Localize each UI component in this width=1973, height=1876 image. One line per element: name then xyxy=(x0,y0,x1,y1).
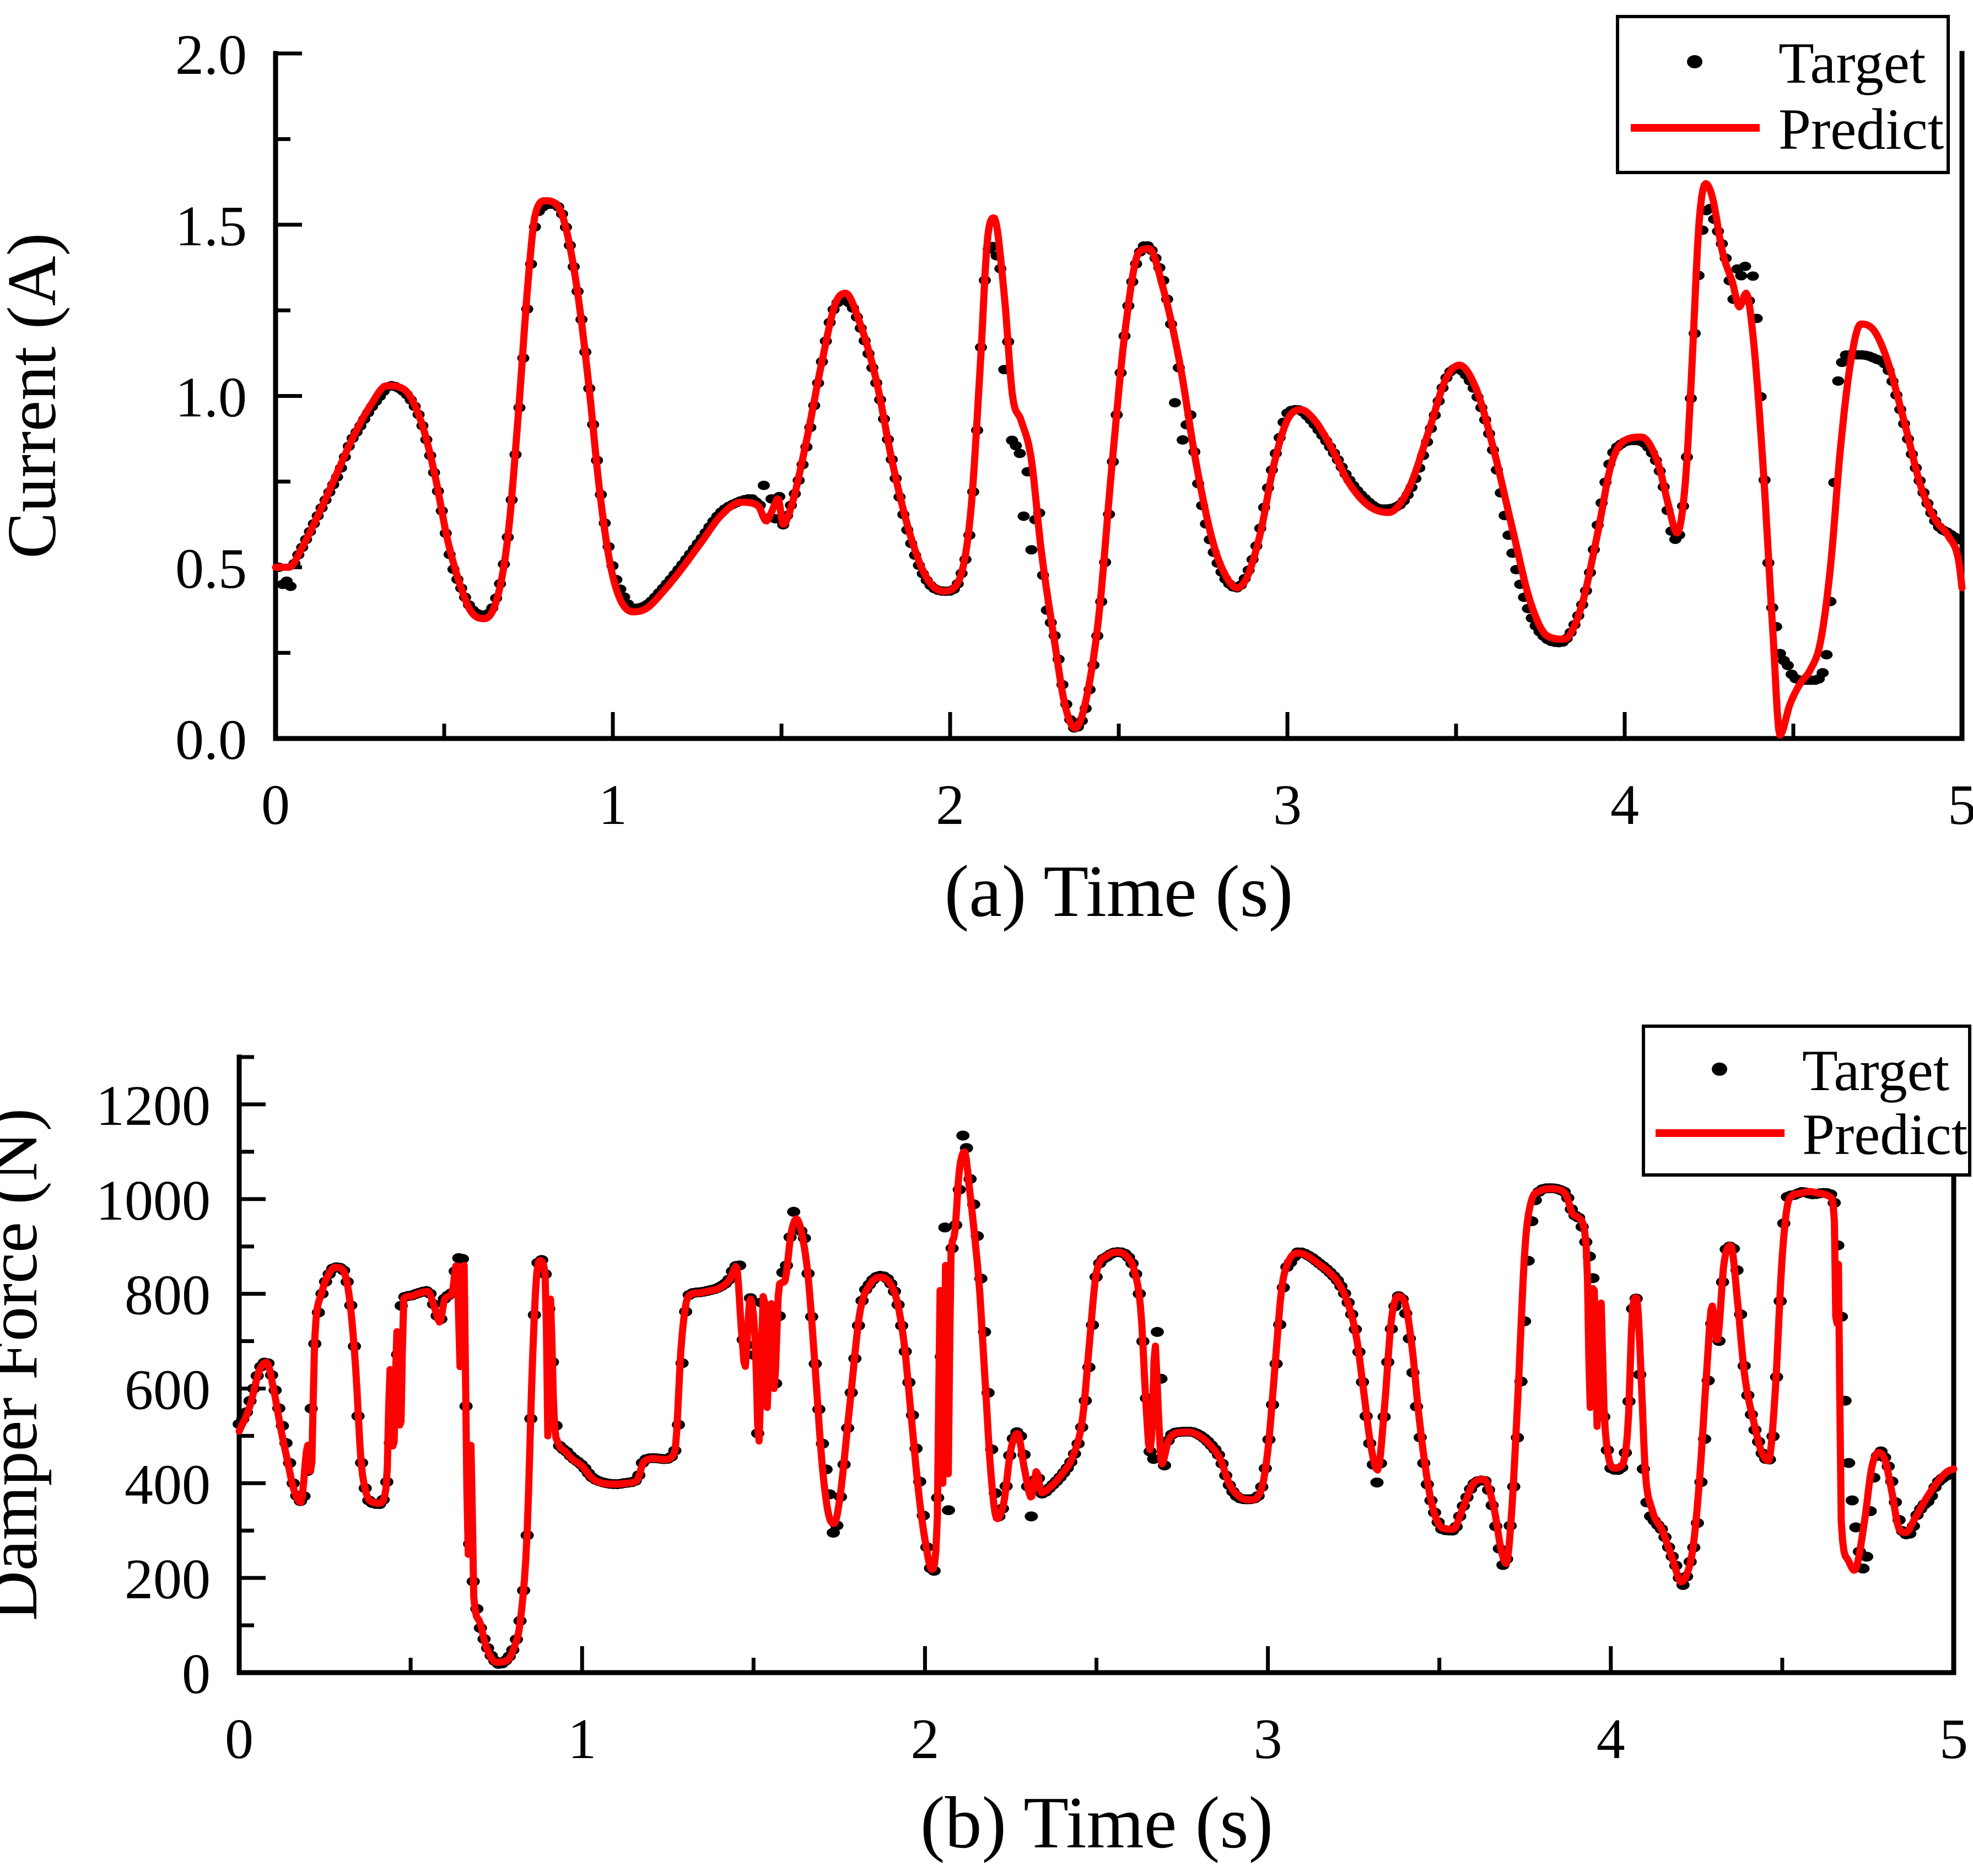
legend-predict-label: Predict xyxy=(1802,1102,1967,1167)
chart-b-y-axis-title: Damper Force (N) xyxy=(0,1108,52,1621)
y-tick-label: 400 xyxy=(125,1453,211,1516)
chart-b-caption: (b) Time (s) xyxy=(920,1782,1273,1863)
predict-line xyxy=(272,180,1966,739)
target-dot xyxy=(1820,650,1833,660)
legend-predict-label: Predict xyxy=(1778,97,1944,161)
x-tick-label: 0 xyxy=(225,1707,254,1771)
x-tick-label: 4 xyxy=(1610,773,1639,837)
target-dot xyxy=(1836,358,1848,367)
target-dot xyxy=(757,481,770,490)
y-tick-label: 1.5 xyxy=(175,195,247,258)
target-dot xyxy=(1177,435,1189,445)
target-dot xyxy=(1017,511,1030,521)
x-tick-label: 1 xyxy=(599,773,627,837)
x-tick-label: 1 xyxy=(568,1707,596,1771)
legend-target-label: Target xyxy=(1802,1038,1949,1103)
chart-b-plot: 0 200 400 600 800 1000 1200 0 1 2 3 4 5 xyxy=(96,1054,1968,1771)
x-tick-label: 2 xyxy=(910,1707,939,1771)
x-tick-label: 0 xyxy=(261,773,290,837)
y-tick-label: 200 xyxy=(125,1548,211,1611)
target-dot xyxy=(1746,271,1759,281)
target-dot xyxy=(1025,1511,1038,1522)
target-dot xyxy=(1010,441,1022,451)
target-dot xyxy=(1168,398,1181,408)
y-tick-label: 600 xyxy=(125,1358,211,1421)
target-dot xyxy=(1816,668,1829,678)
target-dot xyxy=(1832,376,1845,386)
target-dot xyxy=(1735,271,1748,281)
target-dot xyxy=(1025,545,1038,555)
y-tick-label: 2.0 xyxy=(175,23,247,87)
y-tick-label: 800 xyxy=(125,1264,211,1327)
legend-target-dot-icon xyxy=(1687,55,1702,68)
x-tick-label: 5 xyxy=(1948,773,1973,837)
chart-a-legend: Target Predict xyxy=(1616,15,1950,174)
target-dot xyxy=(1014,449,1026,459)
legend-target-label: Target xyxy=(1778,31,1926,95)
target-dot xyxy=(1849,1522,1863,1533)
y-tick-label: 1200 xyxy=(96,1074,211,1138)
target-dot xyxy=(956,1130,970,1141)
target-dot xyxy=(938,1222,952,1233)
x-tick-label: 3 xyxy=(1273,773,1302,837)
target-dot xyxy=(787,1206,801,1217)
predict-line xyxy=(235,1148,1958,1666)
x-tick-label: 5 xyxy=(1939,1707,1968,1771)
target-dot xyxy=(1781,661,1794,670)
target-dot xyxy=(1370,1478,1384,1487)
chart-b: 0 200 400 600 800 1000 1200 0 1 2 3 4 5 Damper Force… xyxy=(0,1025,1971,1863)
target-dot xyxy=(1150,1327,1164,1337)
y-tick-label: 1.0 xyxy=(175,366,247,429)
chart-a-caption: (a) Time (s) xyxy=(945,850,1293,932)
legend-target-dot-icon xyxy=(1712,1063,1727,1076)
target-dot xyxy=(1845,1495,1859,1506)
target-dot xyxy=(456,1254,470,1264)
y-tick-label: 1000 xyxy=(96,1169,211,1232)
x-tick-label: 2 xyxy=(936,773,964,837)
x-tick-label: 4 xyxy=(1597,1707,1625,1771)
chart-a-y-axis-title: Current (A) xyxy=(0,233,71,558)
target-dot xyxy=(1860,1551,1873,1562)
target-dot xyxy=(1147,1454,1161,1464)
y-tick-label: 0.0 xyxy=(175,708,247,772)
target-dot xyxy=(1739,261,1751,271)
target-dot xyxy=(942,1505,955,1516)
chart-a-plot: 0.0 0.5 1.0 1.5 2.0 0 1 2 3 4 5 xyxy=(175,23,1973,837)
chart-b-legend: Target Predict xyxy=(1642,1025,1971,1177)
chart-a: 0.0 0.5 1.0 1.5 2.0 0 1 2 3 4 5 Current (A) (a) Ti… xyxy=(0,15,1973,932)
target-dot xyxy=(284,581,297,591)
legend-box xyxy=(1616,15,1950,174)
target-dot xyxy=(1842,1458,1856,1468)
x-tick-label: 3 xyxy=(1254,1707,1282,1771)
legend-box xyxy=(1642,1025,1971,1177)
y-tick-label: 0 xyxy=(182,1642,211,1706)
y-tick-label: 0.5 xyxy=(175,537,247,600)
